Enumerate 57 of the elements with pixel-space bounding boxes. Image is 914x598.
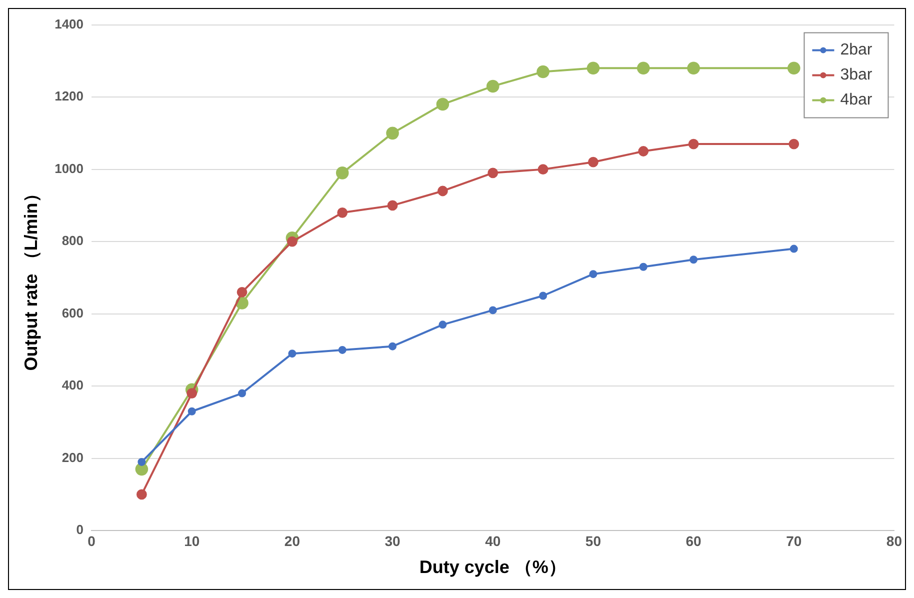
point (286, 236, 298, 247)
point (536, 65, 550, 78)
point (488, 306, 497, 314)
point (336, 166, 349, 180)
point (337, 207, 348, 218)
point (688, 138, 699, 150)
x-tick-label: 10 (184, 532, 200, 549)
point (636, 62, 650, 75)
point (238, 389, 246, 398)
point (136, 489, 147, 500)
point (539, 292, 548, 300)
y-tick-label: 400 (62, 378, 84, 393)
point (388, 342, 397, 350)
x-axis-title: Duty cycle （%） (419, 557, 566, 578)
point (188, 407, 196, 416)
y-tick-label: 1200 (54, 88, 84, 104)
x-tick-label: 50 (585, 532, 602, 549)
legend-label: 3bar (840, 66, 873, 84)
y-tick-label: 1400 (54, 16, 84, 32)
y-tick-label: 1000 (54, 160, 84, 176)
x-tick-label: 0 (88, 532, 96, 549)
point (787, 62, 800, 75)
y-tick-label: 600 (62, 305, 84, 320)
y-axis-title: Output rate （L/min） (20, 184, 41, 371)
x-tick-label: 60 (686, 532, 702, 549)
point (436, 98, 450, 111)
x-tick-label: 70 (786, 532, 802, 549)
x-tick-label: 20 (284, 532, 300, 549)
legend-label: 2bar (840, 42, 873, 59)
x-tick-label: 40 (485, 532, 501, 549)
point (638, 146, 649, 156)
point (639, 262, 648, 271)
point (488, 168, 498, 178)
point (386, 126, 399, 140)
y-tick-label: 200 (62, 450, 84, 465)
point (790, 244, 798, 253)
point (338, 346, 346, 354)
point (486, 80, 500, 93)
point (138, 458, 146, 466)
point (186, 388, 198, 399)
point (690, 256, 698, 264)
point (438, 186, 448, 196)
point (538, 164, 548, 175)
point (788, 138, 800, 150)
x-tick-label: 30 (384, 532, 401, 549)
point (588, 156, 598, 168)
point (387, 200, 398, 211)
point (288, 350, 296, 358)
x-tick-label: 80 (886, 532, 902, 549)
point (589, 270, 598, 278)
point (438, 320, 447, 329)
legend-label: 4bar (840, 92, 873, 109)
point (236, 286, 248, 298)
y-tick-label: 0 (76, 522, 84, 538)
y-tick-label: 800 (62, 233, 84, 248)
point (586, 62, 600, 75)
point (687, 62, 700, 75)
